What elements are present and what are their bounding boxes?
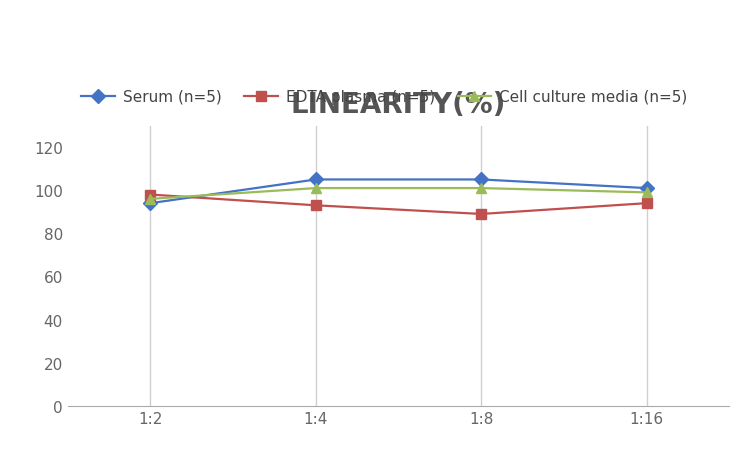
Serum (n=5) <box>146 201 155 207</box>
Serum (n=5) <box>642 186 651 191</box>
Cell culture media (n=5) <box>146 197 155 202</box>
Serum (n=5) <box>477 177 486 183</box>
Line: Serum (n=5): Serum (n=5) <box>146 175 651 208</box>
EDTA plasma (n=5) <box>642 201 651 207</box>
Cell culture media (n=5) <box>477 186 486 191</box>
EDTA plasma (n=5) <box>311 203 320 208</box>
Legend: Serum (n=5), EDTA plasma (n=5), Cell culture media (n=5): Serum (n=5), EDTA plasma (n=5), Cell cul… <box>75 83 693 111</box>
Line: EDTA plasma (n=5): EDTA plasma (n=5) <box>146 190 651 219</box>
EDTA plasma (n=5) <box>146 193 155 198</box>
EDTA plasma (n=5) <box>477 212 486 217</box>
Serum (n=5) <box>311 177 320 183</box>
Line: Cell culture media (n=5): Cell culture media (n=5) <box>146 184 651 204</box>
Title: LINEARITY(%): LINEARITY(%) <box>291 91 506 119</box>
Cell culture media (n=5) <box>311 186 320 191</box>
Cell culture media (n=5) <box>642 190 651 196</box>
